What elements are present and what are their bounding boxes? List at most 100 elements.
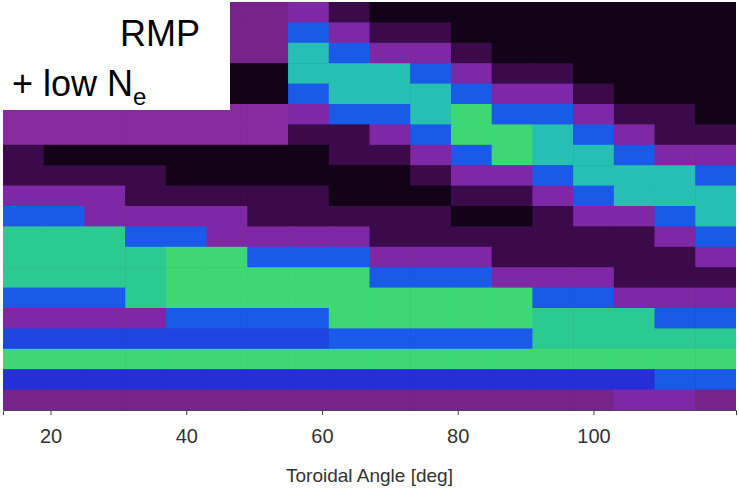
heatmap-cell [288,186,329,207]
heatmap-cell [247,22,288,43]
heatmap-cell [573,390,614,410]
heatmap-cell [84,369,125,390]
heatmap-cell [695,390,736,410]
x-tick: 20 [40,410,62,447]
heatmap-cell [125,145,166,166]
heatmap-cell [410,63,451,84]
heatmap-cell [370,206,411,227]
heatmap-cell [247,84,288,105]
heatmap-cell [329,267,370,288]
heatmap-cell [84,247,125,268]
heatmap-cell [655,84,696,105]
heatmap-cell [125,390,166,410]
heatmap-cell [695,247,736,268]
heatmap-cell [614,63,655,84]
heatmap-cell [44,247,85,268]
heatmap-cell [44,308,85,329]
heatmap-cell [288,308,329,329]
heatmap-cell [451,308,492,329]
heatmap-cell [247,267,288,288]
heatmap-cell [207,247,248,268]
heatmap-cell [695,308,736,329]
heatmap-cell [573,247,614,268]
heatmap-cell [166,145,207,166]
heatmap-cell [410,390,451,410]
heatmap-cell [573,104,614,125]
heatmap-cell [370,165,411,186]
heatmap-cell [573,63,614,84]
heatmap-cell [614,206,655,227]
heatmap-cell [695,2,736,23]
heatmap-cell [614,288,655,309]
heatmap-cell [451,145,492,166]
heatmap-cell [3,308,44,329]
heatmap-cell [614,247,655,268]
heatmap-cell [329,186,370,207]
heatmap-cell [329,308,370,329]
heatmap-cell [84,186,125,207]
annotation-box: RMP+ low Ne [0,0,230,110]
heatmap-cell [288,369,329,390]
heatmap-cell [3,226,44,247]
heatmap-cell [370,22,411,43]
heatmap-cell [532,165,573,186]
heatmap-cell [695,267,736,288]
heatmap-cell [44,267,85,288]
heatmap-cell [44,390,85,410]
heatmap-cell [370,288,411,309]
heatmap-cell [329,104,370,125]
x-tick-mark [186,410,187,415]
heatmap-cell [410,308,451,329]
heatmap-cell [410,2,451,23]
heatmap-cell [84,226,125,247]
heatmap-cell [695,288,736,309]
heatmap-cell [614,267,655,288]
heatmap-cell [329,349,370,370]
heatmap-cell [288,390,329,410]
heatmap-cell [288,328,329,349]
heatmap-cell [370,124,411,145]
heatmap-cell [695,124,736,145]
heatmap-cell [492,369,533,390]
heatmap-cell [125,247,166,268]
heatmap-cell [247,186,288,207]
heatmap-cell [329,369,370,390]
heatmap-cell [329,63,370,84]
heatmap-cell [410,288,451,309]
heatmap-cell [614,369,655,390]
heatmap-cell [207,349,248,370]
heatmap-cell [532,308,573,329]
heatmap-cell [655,145,696,166]
heatmap-cell [166,226,207,247]
heatmap-cell [247,226,288,247]
annotation-text: + low N [12,63,133,104]
heatmap-cell [329,390,370,410]
heatmap-cell [532,390,573,410]
heatmap-cell [166,267,207,288]
heatmap-cell [532,124,573,145]
heatmap-cell [451,267,492,288]
heatmap-cell [125,369,166,390]
heatmap-cell [288,84,329,105]
heatmap-cell [166,165,207,186]
heatmap-cell [492,43,533,64]
heatmap-cell [84,124,125,145]
heatmap-cell [370,267,411,288]
heatmap-cell [329,288,370,309]
heatmap-cell [370,2,411,23]
heatmap-cell [247,43,288,64]
heatmap-cell [492,226,533,247]
heatmap-cell [3,124,44,145]
heatmap-cell [451,247,492,268]
heatmap-cell [655,206,696,227]
heatmap-cell [614,349,655,370]
heatmap-cell [573,84,614,105]
heatmap-cell [492,186,533,207]
heatmap-cell [451,288,492,309]
plot-background [3,2,736,410]
x-tick-mark [322,410,323,415]
heatmap-cell [614,43,655,64]
heatmap-cell [125,124,166,145]
heatmap-cell [410,369,451,390]
annotation: + low Ne [12,63,146,110]
